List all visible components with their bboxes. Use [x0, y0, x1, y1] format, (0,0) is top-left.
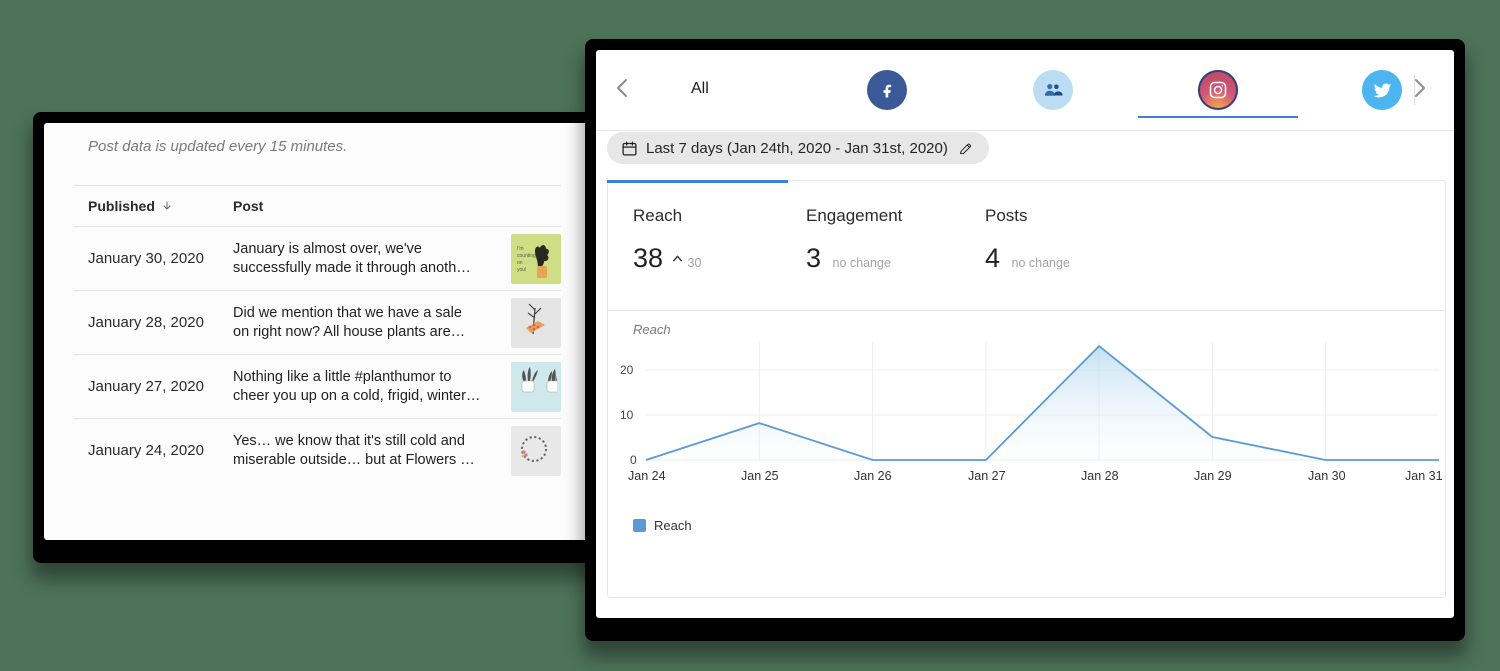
svg-text:you!: you! [517, 267, 526, 273]
svg-text:Jan 24: Jan 24 [628, 469, 666, 483]
svg-text:Jan 30: Jan 30 [1308, 469, 1346, 483]
svg-text:Jan 29: Jan 29 [1194, 469, 1232, 483]
svg-text:0: 0 [630, 453, 637, 467]
svg-text:I'm: I'm [517, 246, 524, 252]
svg-text:Jan 25: Jan 25 [741, 469, 779, 483]
svg-text:Jan 26: Jan 26 [854, 469, 892, 483]
svg-text:Jan 27: Jan 27 [968, 469, 1006, 483]
svg-text:Jan 28: Jan 28 [1081, 469, 1119, 483]
svg-text:20: 20 [620, 363, 634, 377]
svg-text:Jan 31: Jan 31 [1405, 469, 1443, 483]
svg-text:10: 10 [620, 408, 634, 422]
svg-text:on: on [517, 260, 523, 266]
svg-text:counting: counting [517, 253, 536, 259]
